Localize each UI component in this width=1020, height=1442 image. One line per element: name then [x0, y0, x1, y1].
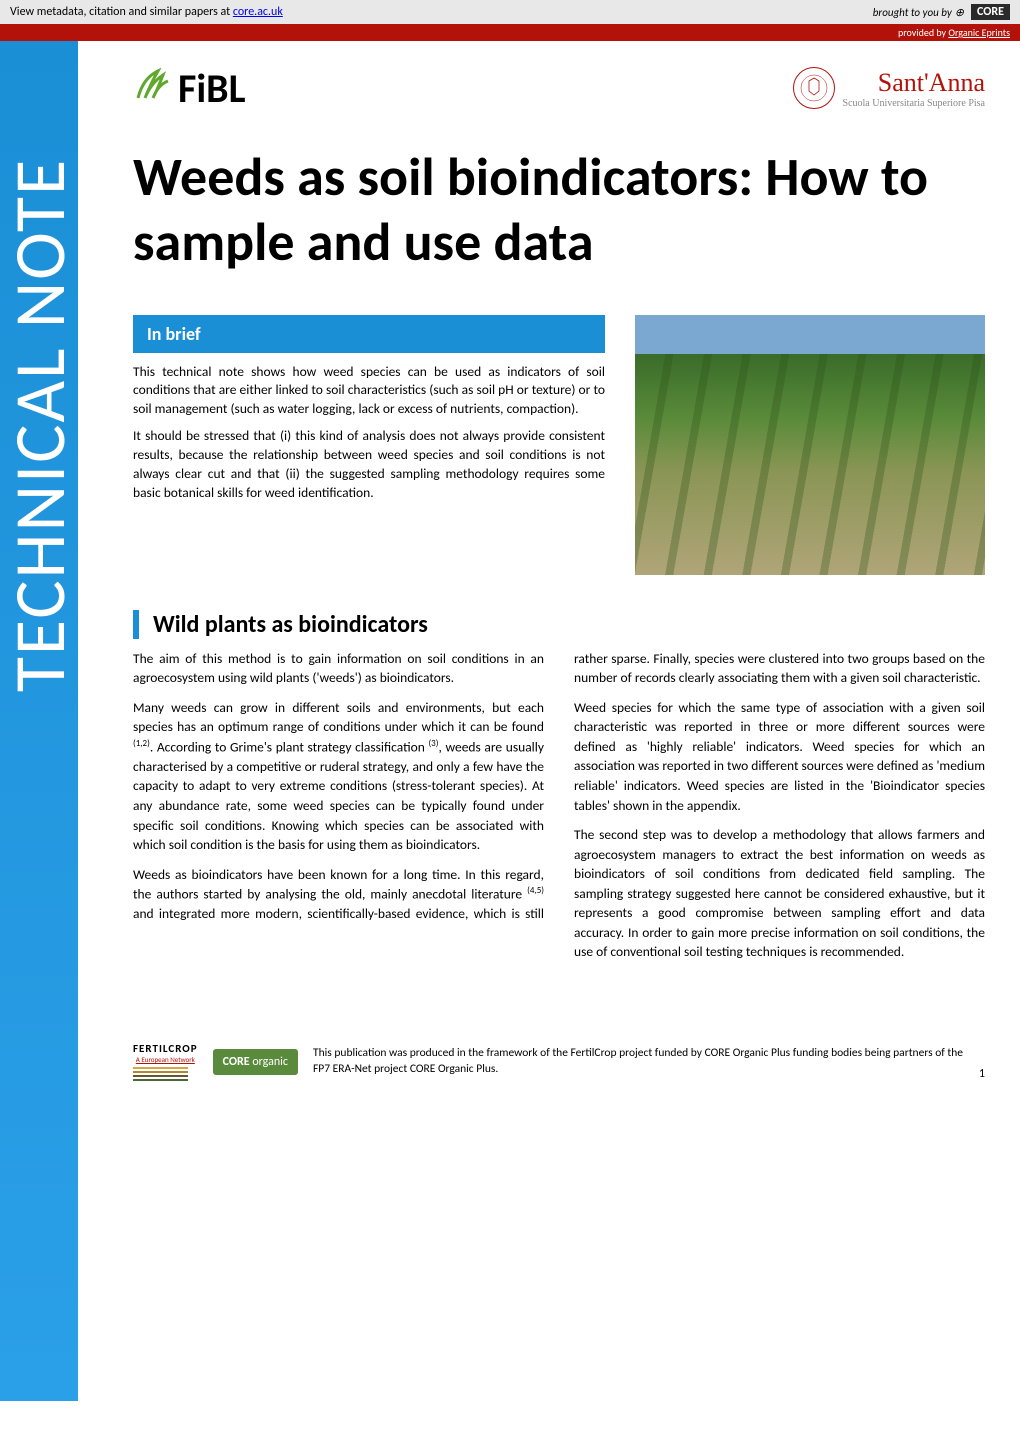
fibl-logo: FiBL [133, 61, 246, 115]
body-p1: The aim of this method is to gain inform… [133, 649, 544, 688]
hero-field-image [635, 315, 985, 575]
brief-text: This technical note shows how weed speci… [133, 363, 605, 503]
body-p2: Many weeds can grow in different soils a… [133, 698, 544, 855]
core-icon: ⊕ [955, 6, 964, 19]
side-label-bar: TECHNICAL NOTE [0, 41, 78, 1401]
metadata-text: View metadata, citation and similar pape… [10, 5, 283, 19]
brief-header: In brief [133, 315, 605, 353]
page-number: 1 [979, 1067, 985, 1081]
provided-bar: provided by Organic Eprints [0, 24, 1020, 41]
core-link[interactable]: core.ac.uk [233, 5, 283, 19]
santanna-name: Sant'Anna [843, 68, 985, 98]
brief-box: In brief This technical note shows how w… [133, 315, 605, 575]
santanna-logo: Sant'Anna Scuola Universitaria Superiore… [793, 67, 985, 109]
brief-p2: It should be stressed that (i) this kind… [133, 427, 605, 503]
content-area: FiBL Sant'Anna Scuola Universitaria Supe… [78, 41, 1020, 1401]
logos-row: FiBL Sant'Anna Scuola Universitaria Supe… [133, 61, 985, 115]
provided-source-link[interactable]: Organic Eprints [948, 26, 1010, 39]
fibl-text: FiBL [178, 64, 246, 113]
santanna-crest-icon [793, 67, 835, 109]
side-label-text: TECHNICAL NOTE [0, 95, 84, 755]
fibl-leaf-icon [133, 61, 173, 115]
santanna-sub: Scuola Universitaria Superiore Pisa [843, 98, 985, 109]
body-p4: Weed species for which the same type of … [574, 698, 985, 815]
brief-p1: This technical note shows how weed speci… [133, 363, 605, 420]
core-badge: brought to you by ⊕ CORE [873, 4, 1010, 20]
body-p5: The second step was to develop a methodo… [574, 825, 985, 962]
fertilcrop-logo: FERTILCROP A European Network [133, 1042, 198, 1081]
footer: FERTILCROP A European Network CORE organ… [133, 1032, 985, 1081]
core-organic-logo: CORE organic [213, 1049, 298, 1075]
body-text: The aim of this method is to gain inform… [133, 649, 985, 962]
fertilcrop-text: FERTILCROP [133, 1042, 198, 1055]
core-label[interactable]: CORE [971, 4, 1010, 20]
page-title: Weeds as soil bioindicators: How to samp… [133, 145, 985, 275]
footer-text: This publication was produced in the fra… [313, 1046, 964, 1077]
fertilcrop-bars-icon [133, 1067, 198, 1081]
fertilcrop-sub: A European Network [133, 1055, 198, 1064]
top-section: In brief This technical note shows how w… [133, 315, 985, 575]
metadata-bar: View metadata, citation and similar pape… [0, 0, 1020, 24]
section-header: Wild plants as bioindicators [133, 610, 985, 639]
